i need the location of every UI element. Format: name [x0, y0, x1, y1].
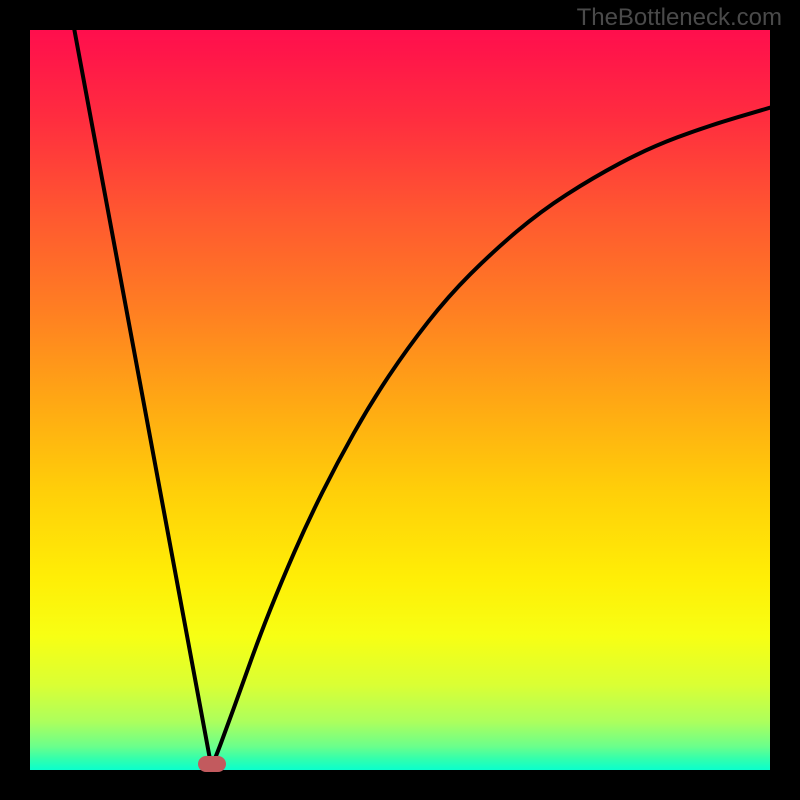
optimum-marker — [198, 756, 226, 772]
gradient-background — [30, 30, 770, 770]
chart-container: TheBottleneck.com — [0, 0, 800, 800]
watermark-text: TheBottleneck.com — [577, 4, 782, 32]
